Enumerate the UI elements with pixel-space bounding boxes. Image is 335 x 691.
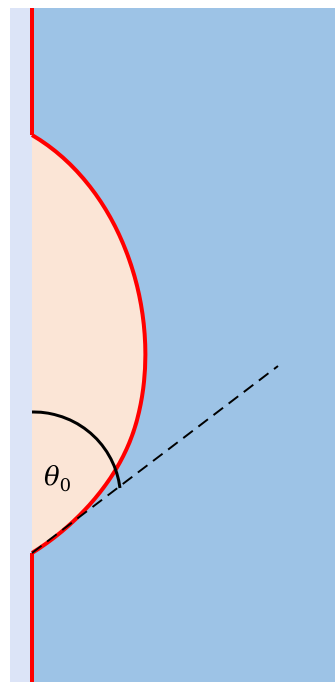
angle-subscript: 0 [60, 475, 71, 496]
angle-symbol: θ [44, 462, 60, 492]
droplet-interface [30, 133, 148, 555]
wall-strip [10, 8, 32, 682]
contact-angle-label: θ0 [44, 462, 71, 496]
contact-angle-arc [31, 410, 122, 489]
droplet [32, 135, 146, 553]
tangent-line [31, 365, 279, 554]
